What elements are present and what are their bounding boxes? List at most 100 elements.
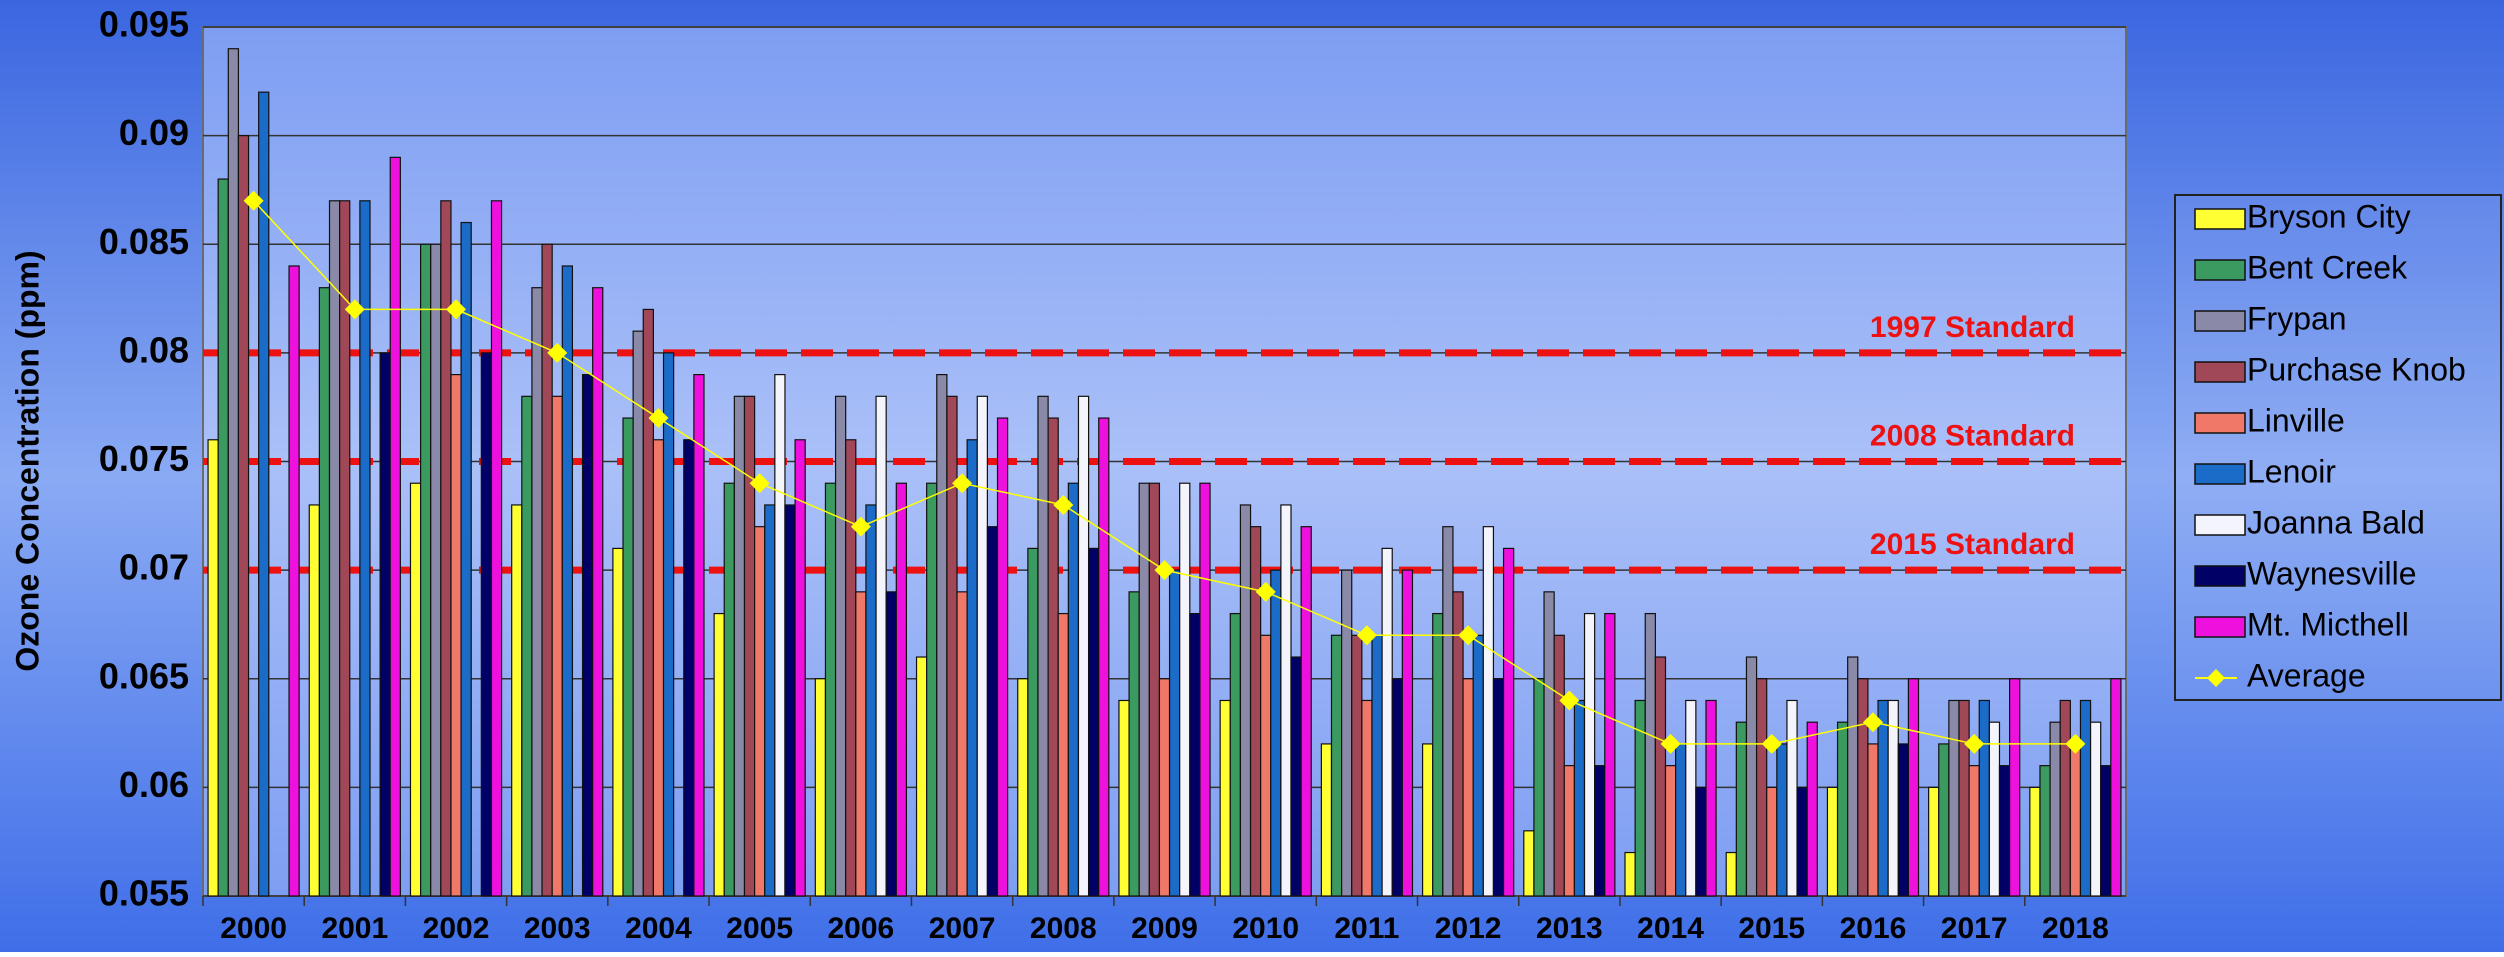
average-marker	[1255, 581, 1276, 602]
legend-swatch	[2194, 463, 2246, 485]
bar	[865, 504, 877, 897]
bar	[753, 526, 766, 897]
bar	[551, 395, 563, 897]
bar	[1077, 395, 1090, 897]
x-tick-label: 2006	[827, 912, 894, 945]
bar	[359, 200, 371, 897]
bar	[1745, 656, 1758, 897]
x-tick-label: 2011	[1334, 912, 1399, 945]
legend-label: Waynesville	[2247, 555, 2417, 591]
average-marker	[648, 408, 669, 429]
x-tick-label: 2000	[220, 912, 287, 945]
bar	[946, 395, 958, 897]
bar	[1928, 786, 1940, 897]
bar	[683, 439, 695, 897]
bar	[1432, 612, 1444, 897]
bar	[1796, 786, 1808, 897]
bar	[511, 504, 523, 897]
bar	[915, 656, 928, 897]
bar	[460, 221, 472, 897]
average-marker	[1053, 494, 1074, 515]
bar	[581, 374, 594, 897]
bar	[1290, 656, 1302, 897]
bar	[2059, 699, 2071, 897]
bar	[1168, 569, 1181, 897]
bar	[1766, 786, 1778, 897]
bar	[966, 439, 978, 897]
bar	[1907, 678, 1920, 897]
bar	[1988, 721, 2001, 897]
legend-label: Bryson City	[2247, 198, 2411, 234]
bar	[1128, 591, 1140, 897]
average-marker	[2065, 733, 2086, 754]
legend-swatch	[2194, 412, 2246, 434]
average-marker	[1356, 625, 1377, 646]
bar	[1401, 569, 1414, 897]
legend-swatch	[2194, 259, 2246, 281]
bar	[1371, 634, 1383, 897]
bar	[1958, 699, 1970, 897]
y-tick-label: 0.06	[119, 764, 189, 805]
bar	[430, 243, 442, 897]
bar	[1998, 765, 2011, 897]
bar	[723, 482, 735, 897]
bar	[450, 374, 462, 897]
legend-label: Bent Creek	[2247, 249, 2408, 285]
bar	[1776, 743, 1788, 897]
bar	[824, 482, 837, 897]
bar	[1199, 482, 1211, 897]
x-tick-label: 2001	[321, 912, 388, 945]
bar	[875, 395, 887, 897]
x-tick-label: 2009	[1131, 912, 1198, 945]
bar	[2100, 765, 2112, 897]
legend	[2174, 194, 2502, 701]
bar	[996, 417, 1009, 897]
bar	[2069, 743, 2082, 897]
bar	[2039, 765, 2051, 897]
bar	[1948, 699, 1960, 897]
bar	[1098, 417, 1110, 897]
bar	[693, 374, 705, 897]
bar	[1087, 547, 1100, 897]
x-tick-label: 2013	[1536, 912, 1603, 945]
x-tick-label: 2004	[625, 912, 692, 945]
bar	[1462, 678, 1474, 897]
average-marker	[1458, 625, 1479, 646]
y-tick-label: 0.08	[119, 329, 189, 370]
bar	[2110, 678, 2122, 897]
bar	[490, 200, 503, 897]
legend-swatch	[2194, 310, 2246, 332]
legend-label: Average	[2247, 657, 2366, 693]
average-marker	[446, 299, 467, 320]
reference-label: 2015 Standard	[1870, 528, 2075, 561]
x-tick-label: 2010	[1232, 912, 1299, 945]
average-marker	[344, 299, 365, 320]
bar	[895, 482, 908, 897]
bar	[1047, 417, 1059, 897]
legend-label: Lenoir	[2247, 453, 2336, 489]
bar	[409, 482, 422, 897]
bar	[1421, 743, 1434, 897]
bar	[328, 200, 341, 897]
legend-label: Purchase Knob	[2247, 351, 2466, 387]
average-marker	[1154, 560, 1175, 581]
bar	[1978, 699, 1990, 897]
reference-label: 2008 Standard	[1870, 419, 2075, 452]
average-marker	[1964, 733, 1985, 754]
bar	[713, 612, 725, 897]
bar	[1847, 656, 1859, 897]
y-tick-label: 0.085	[99, 221, 189, 262]
bar	[1351, 634, 1363, 897]
bar	[652, 439, 665, 897]
bar	[1341, 569, 1353, 897]
bar	[288, 265, 300, 897]
bar	[764, 504, 776, 897]
bar	[733, 395, 746, 897]
y-tick-label: 0.065	[99, 655, 189, 696]
legend-label: Linville	[2247, 402, 2345, 438]
bar	[885, 591, 897, 897]
bar	[784, 504, 796, 897]
bar	[1219, 699, 1231, 897]
bar	[986, 526, 999, 897]
